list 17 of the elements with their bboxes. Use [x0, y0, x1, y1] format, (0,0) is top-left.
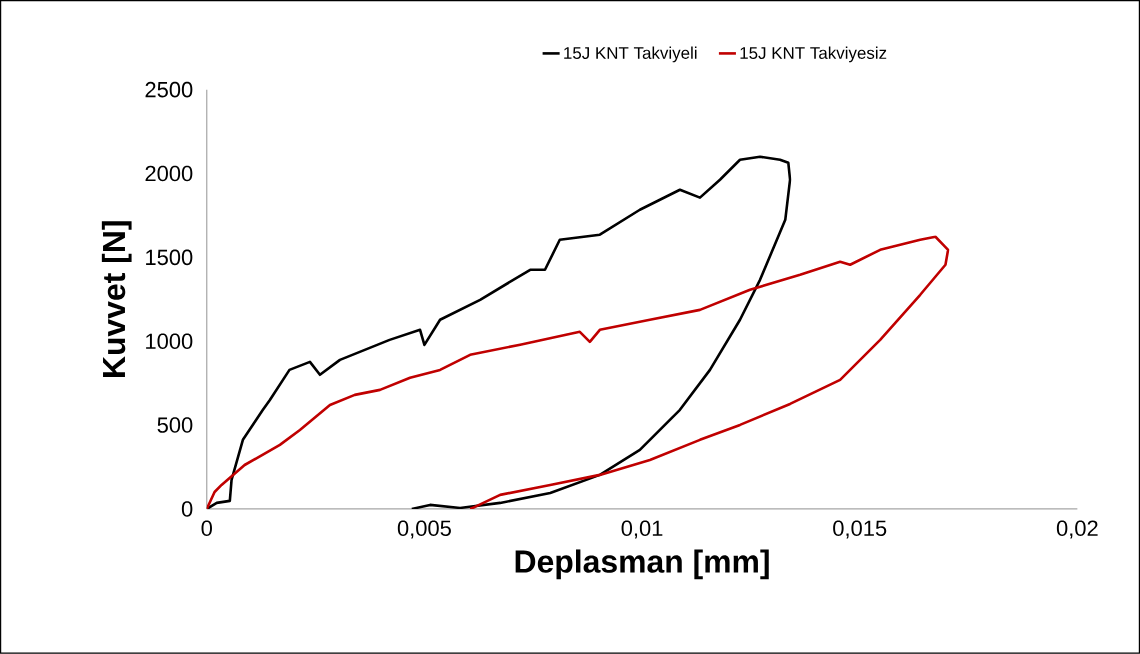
y-tick-label: 2000 — [145, 165, 193, 182]
y-tick-label: 0 — [181, 501, 193, 517]
line-series — [206, 235, 950, 510]
x-tick-label: 0,02 — [1056, 520, 1098, 539]
x-tick-label: 0,005 — [397, 520, 451, 539]
x-tick-label: 0,01 — [621, 520, 663, 539]
x-tick-label: 0 — [201, 520, 212, 537]
legend-label: 15J KNT Takviyesiz — [740, 46, 887, 63]
line-series — [206, 155, 792, 510]
y-axis-title: Kuvvet [N] — [101, 221, 132, 378]
y-tick-label: 1000 — [146, 333, 193, 350]
x-axis-title: Deplasman [mm] — [515, 549, 769, 580]
y-tick-label: 500 — [157, 417, 193, 434]
legend-label: 15J KNT Takviyeli — [564, 46, 697, 63]
y-tick-label: 2500 — [145, 82, 193, 98]
x-tick-label: 0,015 — [833, 520, 887, 539]
y-tick-label: 1500 — [146, 249, 193, 266]
